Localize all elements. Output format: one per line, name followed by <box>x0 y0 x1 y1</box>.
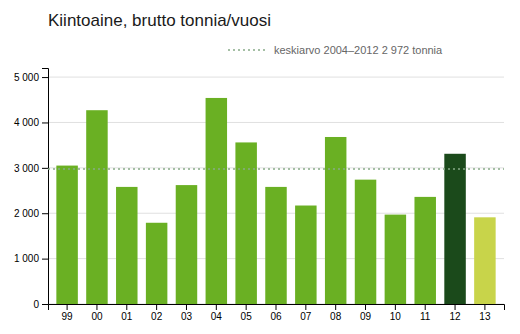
x-tick: 06 <box>270 304 282 322</box>
bar <box>474 217 495 304</box>
x-tick: 07 <box>300 304 312 322</box>
bar <box>146 223 167 304</box>
x-tick: 08 <box>330 304 342 322</box>
x-tick: 09 <box>360 304 372 322</box>
x-tick-mark <box>96 304 97 310</box>
x-tick-label: 06 <box>270 311 282 322</box>
x-tick-label: 09 <box>360 311 372 322</box>
y-tick-mark <box>42 304 48 305</box>
bar <box>325 137 346 304</box>
x-tick: 99 <box>62 304 74 322</box>
y-tick-label: 2 000 <box>14 208 39 219</box>
x-axis-line <box>49 305 505 311</box>
x-tick-label: 02 <box>151 311 163 322</box>
plot-area: 0 1 000 2 000 3 000 4 000 5 000 99 00 01 02 03 04 05… <box>14 69 505 323</box>
y-tick: 3 000 <box>14 163 48 174</box>
x-tick-label: 13 <box>479 311 491 322</box>
y-tick: 2 000 <box>14 208 48 219</box>
bar <box>265 187 286 304</box>
grid <box>48 77 504 304</box>
x-tick-label: 03 <box>181 311 193 322</box>
x-tick-label: 99 <box>62 311 74 322</box>
x-tick-mark <box>246 304 247 310</box>
x-tick: 13 <box>479 304 491 322</box>
x-tick-mark <box>484 304 485 310</box>
y-tick: 1 000 <box>14 253 48 264</box>
bar <box>116 187 137 304</box>
legend: keskiarvo 2004–2012 2 972 tonnia <box>228 44 443 56</box>
x-tick-label: 08 <box>330 311 342 322</box>
bar <box>206 98 227 304</box>
x-tick-mark <box>216 304 217 310</box>
legend-label: keskiarvo 2004–2012 2 972 tonnia <box>274 44 443 56</box>
bar <box>295 206 316 304</box>
x-tick: 03 <box>181 304 193 322</box>
y-tick-mark <box>42 77 48 78</box>
legend-swatch <box>228 49 268 51</box>
y-tick-mark <box>42 259 48 260</box>
x-axis: 99 00 01 02 03 04 05 06 07 08 09 10 11 12 13 <box>49 304 505 322</box>
y-tick-label: 4 000 <box>14 117 39 128</box>
bar <box>355 180 376 304</box>
x-tick: 00 <box>91 304 103 322</box>
x-tick-mark <box>276 304 277 310</box>
x-tick-mark <box>395 304 396 310</box>
x-tick-mark <box>126 304 127 310</box>
bar <box>235 142 256 304</box>
y-tick-label: 3 000 <box>14 163 39 174</box>
y-axis: 0 1 000 2 000 3 000 4 000 5 000 <box>14 69 49 310</box>
grid-line <box>48 167 504 168</box>
x-tick-mark <box>67 304 68 310</box>
x-tick-mark <box>365 304 366 310</box>
x-tick: 11 <box>420 304 431 322</box>
x-tick-mark <box>425 304 426 310</box>
x-tick-mark <box>335 304 336 310</box>
x-tick-mark <box>305 304 306 310</box>
x-tick: 02 <box>151 304 163 322</box>
y-tick-mark <box>42 168 48 169</box>
x-tick-label: 04 <box>211 311 223 322</box>
bar <box>385 215 406 304</box>
grid-line <box>48 77 504 78</box>
bar <box>56 166 77 304</box>
marks <box>48 98 504 304</box>
x-tick: 12 <box>449 304 461 322</box>
chart: 0 1 000 2 000 3 000 4 000 5 000 99 00 01 02 03 04 05… <box>0 0 520 334</box>
grid-line <box>48 122 504 123</box>
average-line <box>48 168 504 170</box>
x-tick-label: 00 <box>91 311 103 322</box>
x-tick: 01 <box>121 304 133 322</box>
y-tick-mark <box>42 213 48 214</box>
y-tick: 5 000 <box>14 72 48 83</box>
title: Kiintoaine, brutto tonnia/vuosi <box>48 11 271 30</box>
y-tick: 0 <box>33 299 48 310</box>
bar <box>444 154 465 304</box>
bar <box>86 110 107 304</box>
x-tick-label: 11 <box>420 311 431 322</box>
y-tick-label: 5 000 <box>14 72 39 83</box>
x-tick-mark <box>186 304 187 310</box>
y-tick-mark <box>42 122 48 123</box>
y-axis-line <box>42 69 49 305</box>
bar <box>176 185 197 304</box>
bar <box>414 197 435 304</box>
x-tick-label: 01 <box>121 311 133 322</box>
x-tick: 05 <box>241 304 253 322</box>
x-tick-mark <box>156 304 157 310</box>
y-tick: 4 000 <box>14 117 48 128</box>
y-tick-label: 0 <box>33 299 39 310</box>
y-tick-label: 1 000 <box>14 253 39 264</box>
x-tick-label: 12 <box>449 311 461 322</box>
x-tick-label: 05 <box>241 311 253 322</box>
x-tick-label: 10 <box>390 311 402 322</box>
x-tick-mark <box>455 304 456 310</box>
x-tick-label: 07 <box>300 311 312 322</box>
x-tick: 04 <box>211 304 223 322</box>
x-tick: 10 <box>390 304 402 322</box>
